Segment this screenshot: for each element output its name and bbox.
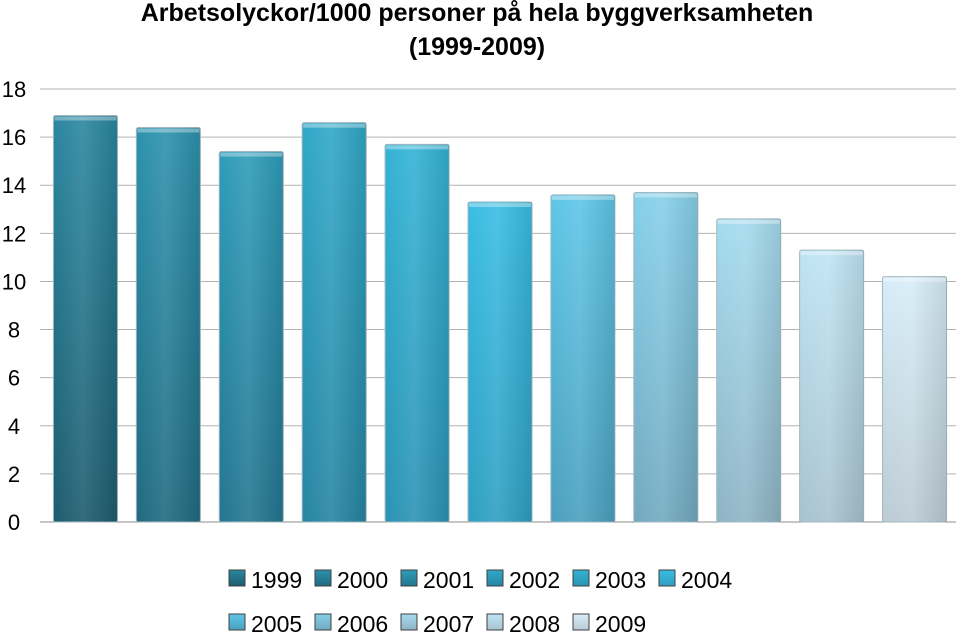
bar-shade: [385, 144, 450, 523]
bar-2004: [467, 201, 533, 523]
legend-swatch: [658, 569, 676, 587]
bar-shade: [716, 218, 781, 522]
legend-item-2002: 2002: [486, 567, 560, 593]
bar-2005: [550, 194, 616, 523]
legend-label: 2007: [423, 611, 474, 637]
legend-swatch: [314, 569, 332, 587]
bar-2008: [799, 249, 865, 523]
bar-highlight: [303, 123, 366, 128]
chart-title-line-2: (1999-2009): [409, 33, 545, 61]
bar-2007: [716, 218, 782, 523]
bar-highlight: [137, 128, 200, 133]
bar-highlight: [54, 116, 117, 121]
legend-label: 2003: [595, 567, 646, 593]
y-tick-label: 2: [8, 462, 20, 487]
bar-shade: [468, 202, 532, 523]
legend-item-2009: 2009: [572, 611, 646, 637]
bar-highlight: [469, 203, 531, 208]
y-tick-label: 8: [8, 318, 20, 343]
bar-2006: [633, 191, 699, 523]
legend-label: 2008: [509, 611, 560, 637]
legend-label: 2005: [251, 611, 302, 637]
bar-2009: [882, 276, 948, 523]
legend-swatch: [314, 613, 332, 631]
legend-swatch: [486, 569, 504, 587]
y-tick-label: 4: [8, 414, 20, 439]
bar-highlight: [634, 193, 697, 198]
legend-label: 2009: [595, 611, 646, 637]
bar-shade: [633, 192, 698, 522]
legend-item-2003: 2003: [572, 567, 646, 593]
legend-label: 2004: [681, 567, 732, 593]
y-tick-label: 16: [2, 125, 26, 150]
bar-highlight: [220, 152, 283, 157]
y-tick-label: 12: [2, 221, 26, 246]
bar-highlight: [551, 195, 614, 200]
bar-shade: [882, 276, 947, 522]
legend-item-2006: 2006: [314, 611, 388, 637]
legend-swatch: [572, 569, 590, 587]
legend-label: 2000: [337, 567, 388, 593]
legend-item-2005: 2005: [228, 611, 302, 637]
bar-highlight: [800, 251, 863, 256]
bar-highlight: [386, 145, 449, 150]
bar-2000: [135, 126, 201, 523]
legend-label: 2002: [509, 567, 560, 593]
bar-shade: [302, 122, 367, 522]
bar-shade: [53, 115, 118, 522]
legend-label: 1999: [251, 567, 302, 593]
legend-swatch: [572, 613, 590, 631]
legend-item-1999: 1999: [228, 567, 302, 593]
bar-2003: [384, 143, 450, 523]
y-tick-label: 14: [2, 173, 26, 198]
bar-2002: [301, 122, 367, 523]
legend-item-2007: 2007: [400, 611, 474, 637]
y-tick-label: 10: [2, 269, 26, 294]
legend-swatch: [228, 613, 246, 631]
legend-swatch: [228, 569, 246, 587]
legend-item-2004: 2004: [658, 567, 732, 593]
legend-swatch: [400, 613, 418, 631]
y-tick-label: 0: [8, 510, 20, 535]
bar-shade: [550, 194, 615, 522]
bars: [52, 114, 948, 523]
chart-title-line-1: Arbetsolyckor/1000 personer på hela bygg…: [141, 0, 814, 27]
bar-shade: [799, 250, 864, 522]
bar-2001: [218, 151, 284, 523]
bar-1999: [52, 114, 118, 523]
y-tick-label: 6: [8, 366, 20, 391]
legend-item-2001: 2001: [400, 567, 474, 593]
bar-highlight: [717, 219, 780, 224]
legend: 1999 2000 2001 2002 2003 2004 2005 2006 2007 2008…: [228, 567, 732, 637]
legend-swatch: [400, 569, 418, 587]
legend-item-2000: 2000: [314, 567, 388, 593]
legend-swatch: [486, 613, 504, 631]
bar-shade: [219, 151, 284, 523]
legend-label: 2006: [337, 611, 388, 637]
y-tick-label: 18: [2, 77, 26, 102]
bar-highlight: [883, 277, 946, 282]
bar-shade: [136, 127, 201, 522]
legend-item-2008: 2008: [486, 611, 560, 637]
y-axis-ticks: 0 2 4 6 8 10 12 14 16 18: [2, 77, 26, 535]
legend-label: 2001: [423, 567, 474, 593]
